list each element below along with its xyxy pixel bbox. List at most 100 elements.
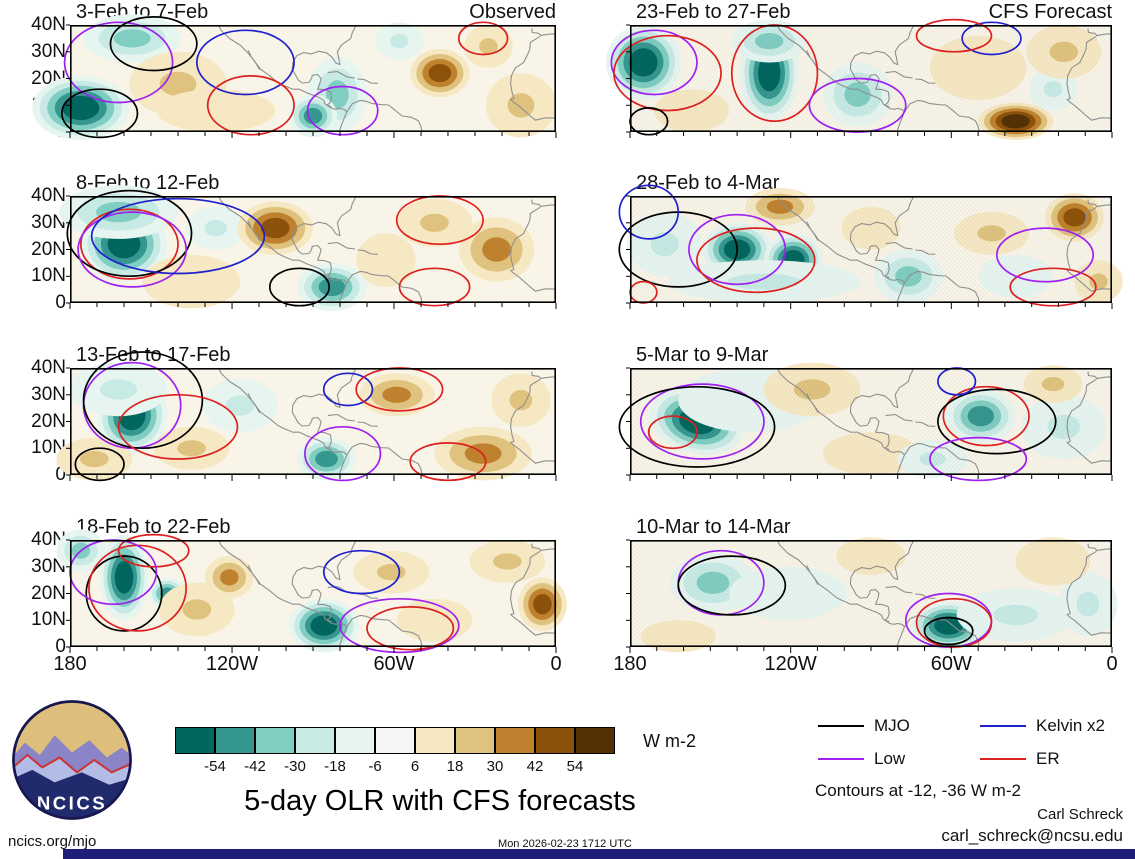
y-axis-label: 10N (31, 265, 66, 287)
y-axis-label: 30N (31, 40, 66, 62)
panel-title: 10-Mar to 14-Mar (636, 516, 791, 538)
low-contour (340, 599, 459, 653)
ncics-logo: NCICS (12, 700, 132, 820)
mjo-contour (67, 191, 191, 277)
y-axis-label: 30N (31, 211, 66, 233)
logo-ring (12, 700, 132, 820)
x-axis-label: 120W (764, 653, 817, 675)
kelvin-contour (324, 551, 400, 594)
anomaly-blob (318, 277, 346, 297)
colorbar-tick-label: 6 (410, 758, 420, 775)
anomaly-blob (428, 64, 452, 83)
er-contour (697, 228, 815, 292)
low-contour (611, 30, 697, 94)
mjo-contour (86, 556, 162, 631)
wave-contours (62, 17, 508, 138)
er-contour (208, 76, 294, 135)
er-contour (943, 387, 1029, 446)
x-axis-label: 180 (613, 653, 647, 675)
x-axis-label: 0 (550, 653, 562, 675)
mjo-contour (62, 89, 138, 137)
forecast-stipple (630, 196, 1112, 303)
colorbar-segment (495, 727, 535, 754)
anomaly-blob (509, 389, 533, 411)
er-contour (367, 607, 453, 650)
er-contour (119, 535, 189, 567)
low-contour (809, 79, 905, 133)
colorbar-tick-label: 18 (446, 758, 464, 775)
y-axis-label: 30N (31, 383, 66, 405)
anomaly-blob (182, 599, 212, 620)
colorbar-tick-label: -30 (284, 758, 306, 775)
colorbar-tick-label: -54 (204, 758, 226, 775)
anomaly-blob (113, 29, 151, 48)
forecast-stipple (630, 540, 1112, 647)
x-axis-label: 60W (930, 653, 972, 675)
anomaly-blob (303, 107, 323, 125)
y-axis-label: 10N (31, 609, 66, 631)
credit-email: carl_schreck@ncsu.edu (941, 826, 1123, 845)
colorbar-segment (375, 727, 415, 754)
forecast-stipple (630, 368, 1112, 475)
mjo-contour (75, 448, 124, 480)
colorbar-segment (215, 727, 255, 754)
low-contour (641, 384, 764, 459)
panel-border (630, 540, 1112, 648)
anomaly-blob (62, 95, 100, 121)
legend-line-mjo (818, 725, 864, 727)
wave-contours (67, 191, 483, 306)
panel-title: 23-Feb to 27-Feb (636, 1, 791, 23)
wave-contours (619, 185, 1096, 305)
legend-label-er: ER (1036, 749, 1060, 768)
anomaly-blob (382, 386, 412, 403)
credit-name: Carl Schreck (1037, 806, 1123, 823)
anomaly-blob (479, 38, 498, 55)
anomaly-blob (493, 553, 522, 570)
panel-title: 18-Feb to 22-Feb (76, 516, 231, 538)
anomaly-shading (32, 14, 556, 140)
colorbar-tick-label: 30 (486, 758, 504, 775)
anomaly-blob (114, 561, 134, 594)
contours-note: Contours at -12, -36 W m-2 (815, 781, 1021, 800)
colorbar-tick-label: -6 (368, 758, 382, 775)
colorbar-tick-label: 54 (566, 758, 584, 775)
anomaly-blob (376, 564, 406, 581)
forecast-stipple (630, 25, 1112, 132)
er-contour (649, 416, 697, 448)
axis-ticks (65, 539, 557, 653)
y-axis-label: 0 (55, 464, 66, 485)
logo-art: NCICS (13, 701, 131, 819)
x-axis-label: 60W (373, 653, 415, 675)
mjo-contour (924, 618, 972, 645)
low-contour (305, 427, 381, 481)
figure-title: 5-day OLR with CFS forecasts (244, 785, 636, 817)
panel-border (630, 196, 1112, 304)
coastline (219, 368, 556, 475)
colorbar-segment (415, 727, 455, 754)
colorbar-segment (535, 727, 575, 754)
panel-corner-label: CFS Forecast (988, 1, 1112, 23)
colorbar-segment (175, 727, 215, 754)
kelvin-contour (92, 199, 265, 274)
y-axis-label: 20N (31, 410, 66, 432)
panel-corner-label: Observed (469, 1, 556, 23)
legend-line-low (818, 758, 864, 760)
y-axis-label: 40N (31, 185, 66, 206)
mjo-contour (678, 556, 785, 615)
er-contour (614, 36, 721, 111)
anomaly-blob (507, 93, 535, 118)
panel-title: 28-Feb to 4-Mar (636, 172, 780, 194)
axis-ticks (626, 367, 1113, 481)
er-contour (119, 395, 238, 459)
coastline (777, 540, 1112, 647)
map-panel (630, 362, 1113, 475)
x-axis-label: 180 (53, 653, 87, 675)
anomaly-shading (56, 362, 551, 481)
y-axis-label: 20N (31, 238, 66, 260)
wave-contours (678, 551, 991, 647)
er-contour (1010, 268, 1096, 305)
colorbar-tick-label: 42 (526, 758, 544, 775)
low-contour (930, 438, 1026, 481)
panel-border (70, 25, 556, 133)
coastline (219, 540, 556, 647)
